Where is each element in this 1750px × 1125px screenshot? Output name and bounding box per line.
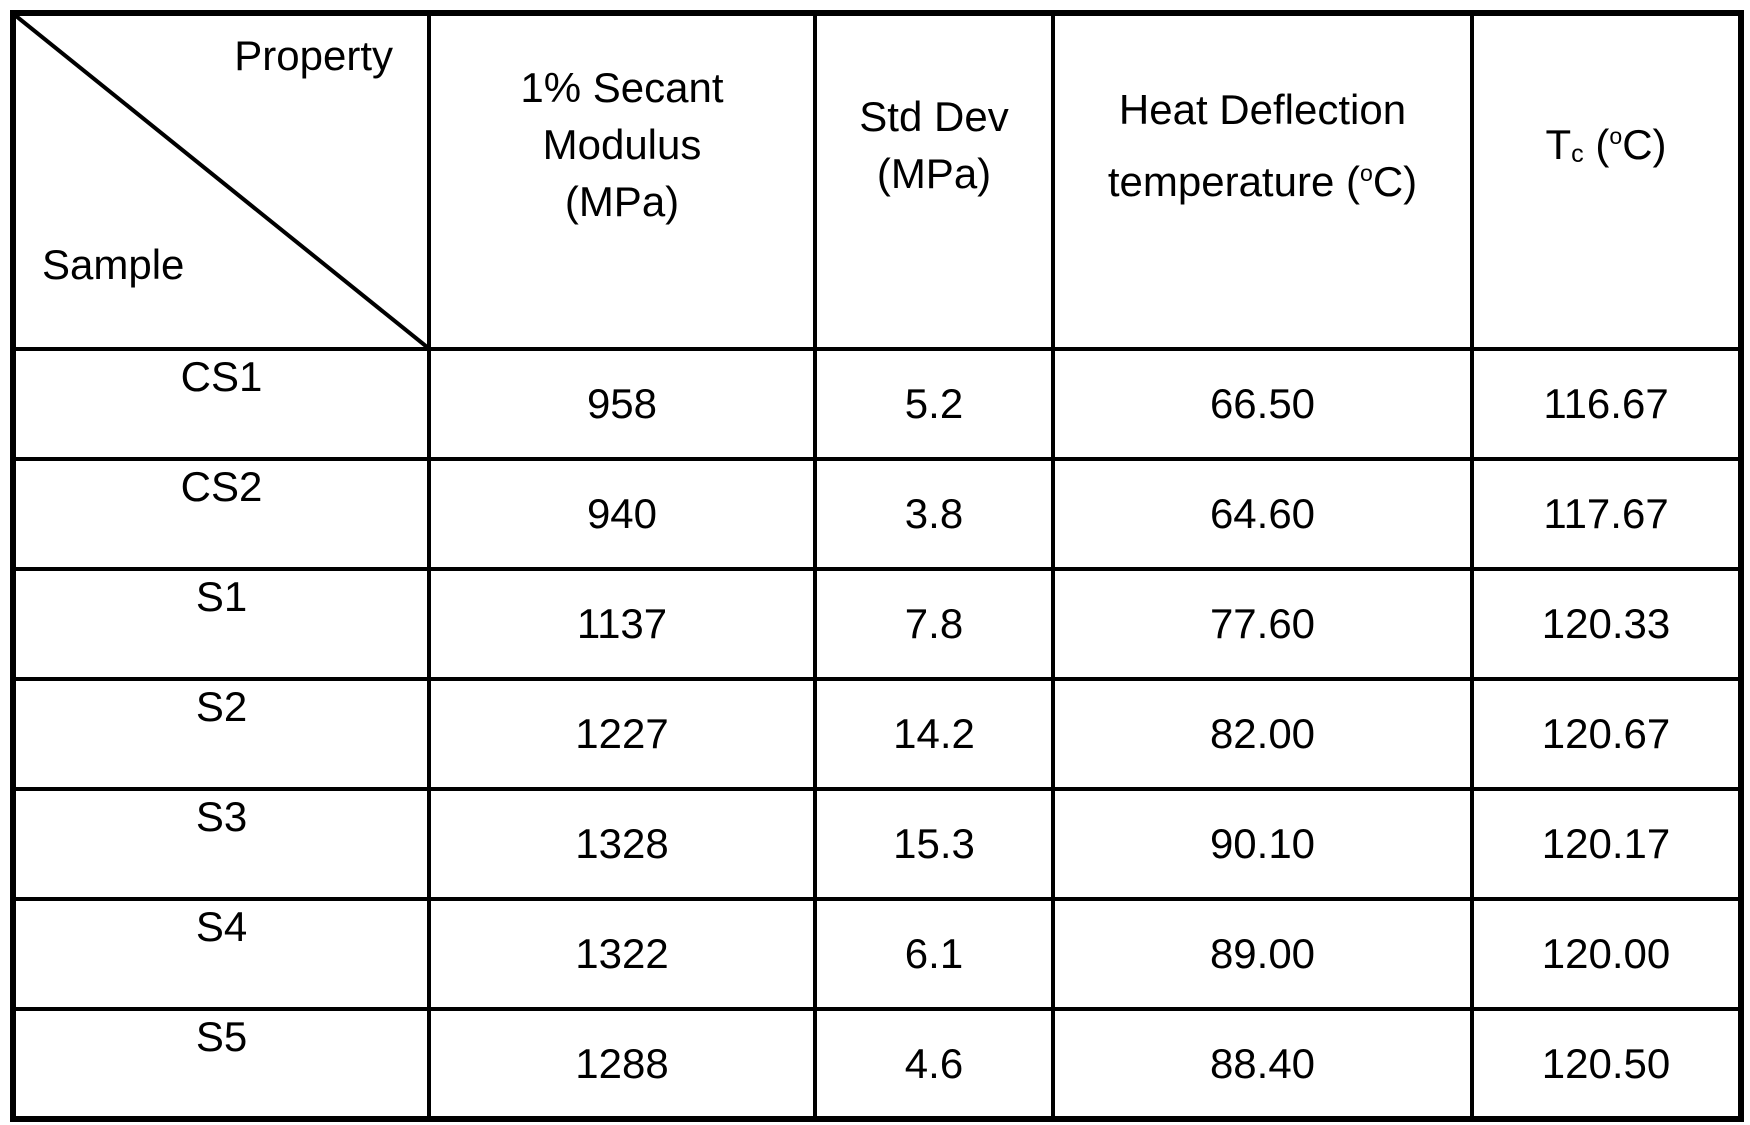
tc-cell: 120.67	[1470, 677, 1743, 791]
corner-property-label: Property	[234, 32, 393, 79]
header-line: Heat Deflection	[1118, 86, 1407, 134]
sample-cell: S2	[11, 677, 431, 791]
header-line: Std Dev	[859, 92, 1009, 140]
std-dev-cell: 7.8	[813, 567, 1055, 681]
std-dev-cell: 6.1	[813, 897, 1055, 1011]
sample-cell: CS1	[11, 347, 431, 461]
header-line: Tc (oC)	[1545, 121, 1666, 168]
sample-cell: S4	[11, 897, 431, 1011]
header-line: 1% Secant	[520, 64, 724, 112]
header-line: Modulus	[542, 121, 702, 169]
table-row: S1 1137 7.8 77.60 120.33	[11, 567, 1743, 681]
std-dev-cell: 15.3	[813, 787, 1055, 901]
table-row: S4 1322 6.1 89.00 120.00	[11, 897, 1743, 1011]
secant-modulus-cell: 1137	[427, 567, 817, 681]
hdt-cell: 90.10	[1051, 787, 1474, 901]
tc-cell: 120.17	[1470, 787, 1743, 901]
tc-cell: 117.67	[1470, 457, 1743, 571]
table-row: CS2 940 3.8 64.60 117.67	[11, 457, 1743, 571]
hdt-cell: 77.60	[1051, 567, 1474, 681]
col-header-tc: Tc (oC)	[1470, 11, 1743, 351]
std-dev-cell: 5.2	[813, 347, 1055, 461]
sample-cell: S5	[11, 1007, 431, 1121]
header-line: (MPa)	[564, 177, 680, 225]
col-header-std-dev: Std Dev (MPa)	[813, 11, 1055, 351]
col-header-secant-modulus: 1% Secant Modulus (MPa)	[427, 11, 817, 351]
header-text: T	[1545, 121, 1572, 169]
secant-modulus-cell: 940	[427, 457, 817, 571]
sample-cell: S1	[11, 567, 431, 681]
header-text: temperature (	[1107, 157, 1360, 205]
tc-cell: 120.50	[1470, 1007, 1743, 1121]
sample-cell: CS2	[11, 457, 431, 571]
degree-superscript: o	[1359, 159, 1373, 186]
hdt-cell: 82.00	[1051, 677, 1474, 791]
corner-header-cell: Property Sample	[11, 11, 431, 351]
std-dev-cell: 3.8	[813, 457, 1055, 571]
header-row: Property Sample 1% Secant Modulus (MPa) …	[11, 11, 1743, 351]
table-row: S3 1328 15.3 90.10 120.17	[11, 787, 1743, 901]
header-text: (	[1583, 121, 1610, 169]
hdt-cell: 88.40	[1051, 1007, 1474, 1121]
header-text: C)	[1372, 157, 1418, 205]
tc-cell: 120.33	[1470, 567, 1743, 681]
header-line: (MPa)	[876, 149, 992, 197]
header-text: C)	[1622, 121, 1667, 169]
std-dev-cell: 14.2	[813, 677, 1055, 791]
table-row: CS1 958 5.2 66.50 116.67	[11, 347, 1743, 461]
col-header-heat-deflection: Heat Deflection temperature (oC)	[1051, 11, 1474, 351]
secant-modulus-cell: 1322	[427, 897, 817, 1011]
secant-modulus-cell: 1227	[427, 677, 817, 791]
properties-table: Property Sample 1% Secant Modulus (MPa) …	[10, 10, 1744, 1122]
degree-superscript: o	[1609, 123, 1623, 150]
table-row: S5 1288 4.6 88.40 120.50	[11, 1007, 1743, 1121]
secant-modulus-cell: 958	[427, 347, 817, 461]
table-row: S2 1227 14.2 82.00 120.67	[11, 677, 1743, 791]
sample-cell: S3	[11, 787, 431, 901]
tc-cell: 120.00	[1470, 897, 1743, 1011]
tc-cell: 116.67	[1470, 347, 1743, 461]
corner-sample-label: Sample	[42, 241, 185, 288]
secant-modulus-cell: 1288	[427, 1007, 817, 1121]
hdt-cell: 64.60	[1051, 457, 1474, 571]
secant-modulus-cell: 1328	[427, 787, 817, 901]
header-line: temperature (oC)	[1055, 146, 1470, 217]
diagonal-divider-line	[17, 17, 425, 345]
hdt-cell: 89.00	[1051, 897, 1474, 1011]
hdt-cell: 66.50	[1051, 347, 1474, 461]
std-dev-cell: 4.6	[813, 1007, 1055, 1121]
tc-subscript: c	[1571, 140, 1584, 169]
